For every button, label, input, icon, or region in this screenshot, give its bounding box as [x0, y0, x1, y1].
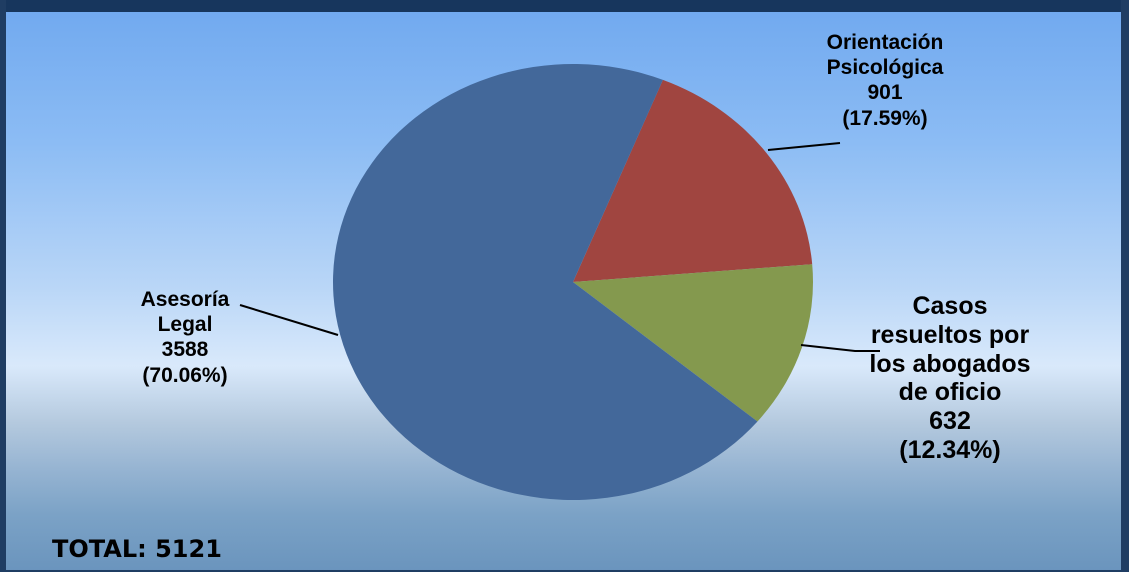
- slice-name-line: Orientación: [826, 31, 944, 54]
- top-bar: [0, 0, 1129, 12]
- slice-name-line: los abogados: [869, 349, 1031, 378]
- pie-slice-asesoria-legal: [332, 63, 758, 500]
- slice-percent: (70.06%): [142, 363, 228, 387]
- slice-name-line: Asesoría: [140, 288, 230, 311]
- slice-name-line: Casos: [912, 292, 988, 320]
- slice-name-line: Legal: [157, 313, 213, 337]
- slice-percent: (17.59%): [842, 106, 928, 130]
- frame-right-border: [1121, 0, 1129, 572]
- pie-slice-casos-resueltos: [573, 264, 813, 422]
- slice-value: 901: [867, 81, 903, 105]
- slice-name-line: resueltos por: [870, 320, 1030, 349]
- total-label: TOTAL: 5121: [52, 535, 222, 563]
- slice-label-asesoria: Asesoría Legal 3588 (70.06%): [100, 287, 270, 388]
- slice-value: 3588: [161, 338, 209, 362]
- pie-slice-orientacion-psicologica: [573, 79, 813, 282]
- slice-name-line: de oficio: [898, 378, 1002, 407]
- slice-name-line: Psicológica: [826, 56, 944, 80]
- leader-line-casos: [800, 344, 880, 352]
- slice-label-casos: Casos resueltos por los abogados de ofic…: [850, 292, 1050, 465]
- frame-left-border: [0, 0, 6, 572]
- slice-label-orientacion: Orientación Psicológica 901 (17.59%): [780, 30, 990, 131]
- slice-value: 632: [929, 407, 971, 435]
- leader-line-orientacion: [767, 142, 841, 151]
- slice-percent: (12.34%): [899, 435, 1001, 464]
- frame-bottom-border: [0, 570, 1129, 572]
- leader-line-asesoria: [239, 304, 339, 336]
